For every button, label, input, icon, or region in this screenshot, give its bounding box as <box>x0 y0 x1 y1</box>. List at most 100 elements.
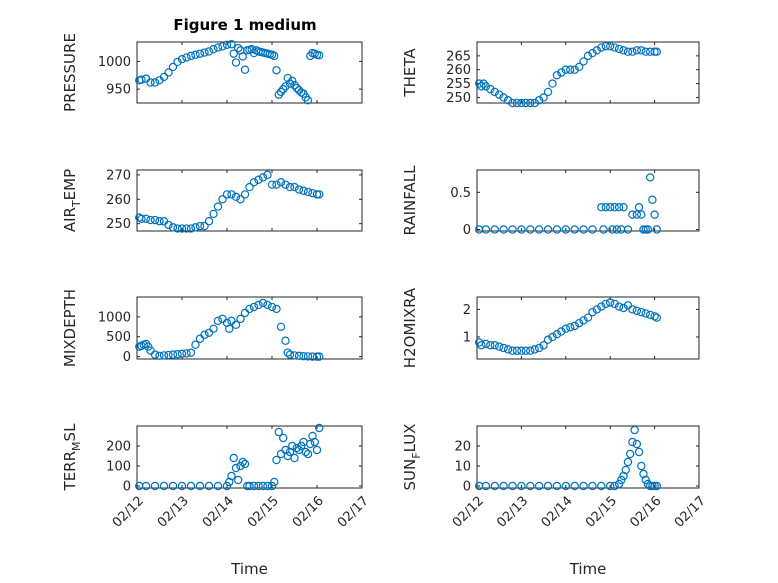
data-point <box>281 82 290 91</box>
data-point <box>177 224 187 233</box>
axes-frame <box>136 169 363 232</box>
data-point <box>312 352 322 361</box>
x-tick-label: 02/14 <box>539 494 576 531</box>
data-point <box>643 225 653 234</box>
data-point <box>186 51 196 61</box>
y-axis-label: RAINFALL <box>401 165 419 236</box>
data-point <box>292 443 301 453</box>
y-tick-label: 200 <box>106 440 131 455</box>
data-point <box>288 441 297 451</box>
data-point <box>303 96 313 105</box>
data-point <box>254 481 263 491</box>
data-point <box>606 41 615 51</box>
data-point <box>285 350 295 359</box>
data-point <box>512 98 522 108</box>
data-point <box>612 225 622 234</box>
data-point <box>534 343 544 353</box>
data-point <box>543 335 553 344</box>
data-point <box>614 44 624 54</box>
data-point <box>623 301 633 310</box>
axes-frame <box>476 425 700 489</box>
data-point <box>159 72 169 82</box>
data-point <box>637 210 646 219</box>
data-point <box>552 71 562 80</box>
data-point <box>499 225 508 234</box>
data-point <box>548 332 557 342</box>
y-axis-label: THETA <box>401 48 419 98</box>
y-axis-label: AIRTEMP <box>61 169 83 232</box>
data-point <box>628 47 637 56</box>
data-point <box>267 481 277 491</box>
data-point <box>639 225 648 234</box>
data-point <box>168 62 178 72</box>
data-point <box>254 300 263 310</box>
data-point <box>231 320 241 330</box>
data-point <box>186 481 196 491</box>
data-point <box>227 471 236 481</box>
data-point <box>297 441 306 451</box>
data-point <box>623 457 633 467</box>
data-point <box>186 224 196 233</box>
data-point <box>557 68 566 77</box>
x-tick-label: 02/12 <box>450 494 487 531</box>
data-point <box>526 346 535 355</box>
data-point <box>249 177 259 187</box>
data-point <box>570 481 579 491</box>
y-tick-label: 255 <box>446 77 471 92</box>
data-point <box>279 433 288 443</box>
figure-title: Figure 1 medium <box>173 16 316 34</box>
data-point <box>625 449 635 459</box>
data-point <box>583 51 593 61</box>
data-point <box>315 423 324 433</box>
y-axis-label: PRESSURE <box>61 33 79 112</box>
data-point <box>186 348 196 357</box>
y-axis-label: MIXDEPTH <box>61 289 79 367</box>
data-point <box>245 182 254 192</box>
data-point <box>543 225 553 234</box>
data-point <box>231 192 241 202</box>
data-point <box>195 221 205 231</box>
data-point <box>263 481 272 491</box>
data-point <box>249 302 259 312</box>
data-point <box>628 210 637 219</box>
y-tick-label: 0.5 <box>450 186 471 201</box>
data-point <box>310 437 319 447</box>
data-point <box>294 185 304 194</box>
data-point <box>628 305 637 314</box>
subplot-6: 1 2 H2OMIXRA <box>401 287 700 368</box>
data-point <box>641 225 650 234</box>
data-point <box>592 305 602 314</box>
y-tick-label: 260 <box>446 63 471 78</box>
data-point <box>168 223 178 232</box>
data-point <box>290 453 299 463</box>
data-point <box>610 202 619 212</box>
data-point <box>292 83 301 93</box>
data-point <box>306 439 315 449</box>
y-tick-label: 100 <box>106 460 131 475</box>
data-point <box>623 225 633 234</box>
x-tick-label: 02/17 <box>335 494 372 531</box>
data-point <box>632 210 642 219</box>
data-point <box>597 202 606 212</box>
data-point <box>588 307 597 317</box>
data-point <box>628 437 637 447</box>
y-tick-label: 250 <box>446 91 471 106</box>
data-point <box>231 463 241 473</box>
data-point <box>530 345 539 354</box>
data-point <box>263 170 272 180</box>
data-point <box>236 461 245 471</box>
data-point <box>508 481 517 491</box>
data-point <box>267 180 277 189</box>
data-point <box>601 299 610 309</box>
data-point <box>238 457 247 467</box>
y-tick-label: 2 <box>463 303 471 318</box>
axes-frame <box>476 169 700 232</box>
x-tick-label: 02/15 <box>245 494 282 531</box>
data-point <box>182 224 191 233</box>
data-point <box>182 349 191 358</box>
data-point <box>499 343 508 353</box>
data-point <box>234 43 243 53</box>
data-point <box>645 173 655 182</box>
data-point <box>503 96 513 105</box>
data-point <box>552 330 562 339</box>
